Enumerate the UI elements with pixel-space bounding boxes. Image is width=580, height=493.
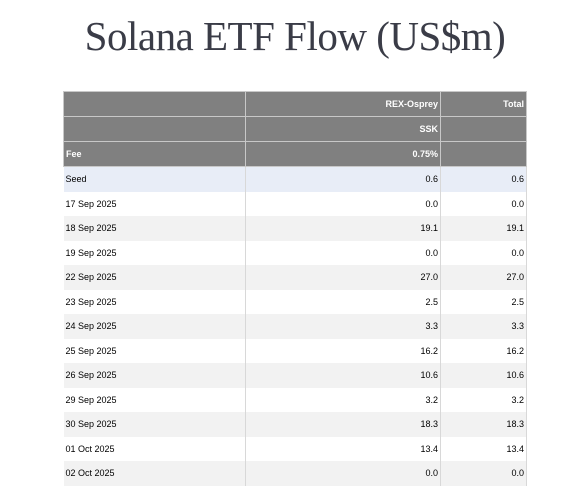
table-row: 23 Sep 2025 2.5 2.5	[63, 289, 527, 314]
issuer-header-cell: REX-Osprey	[245, 91, 441, 117]
total-flow-cell: 3.2	[440, 387, 527, 412]
table-body: Seed 0.6 0.6 17 Sep 2025 0.0 0.0 18 Sep …	[63, 166, 527, 486]
ssk-flow-cell: 0.0	[245, 191, 441, 216]
header-row-ticker: SSK	[63, 116, 527, 142]
table-row: Seed 0.6 0.6	[63, 166, 527, 192]
table-row: 01 Oct 2025 13.4 13.4	[63, 436, 527, 461]
ssk-flow-cell: 18.3	[245, 412, 441, 437]
date-cell: 19 Sep 2025	[63, 240, 246, 265]
ssk-flow-cell: 3.3	[245, 314, 441, 339]
total-flow-cell: 0.0	[440, 240, 527, 265]
ssk-flow-cell: 3.2	[245, 387, 441, 412]
total-flow-cell: 2.5	[440, 289, 527, 314]
date-cell: 25 Sep 2025	[63, 338, 246, 363]
ssk-flow-cell: 13.4	[245, 436, 441, 461]
ticker-total-cell	[440, 116, 527, 142]
ssk-flow-cell: 0.0	[245, 461, 441, 486]
total-flow-cell: 0.0	[440, 461, 527, 486]
table-row: 19 Sep 2025 0.0 0.0	[63, 240, 527, 265]
fee-header-cell: 0.75%	[245, 141, 441, 167]
ssk-flow-cell: 0.0	[245, 240, 441, 265]
ticker-header-cell: SSK	[245, 116, 441, 142]
fee-total-cell	[440, 141, 527, 167]
date-cell: 26 Sep 2025	[63, 363, 246, 388]
date-cell: 29 Sep 2025	[63, 387, 246, 412]
table-row: 29 Sep 2025 3.2 3.2	[63, 387, 527, 412]
issuer-row-label	[63, 91, 246, 117]
total-header-cell: Total	[440, 91, 527, 117]
ticker-row-label	[63, 116, 246, 142]
table-row: 18 Sep 2025 19.1 19.1	[63, 216, 527, 241]
ssk-flow-cell: 10.6	[245, 363, 441, 388]
ssk-flow-cell: 19.1	[245, 216, 441, 241]
date-cell: 17 Sep 2025	[63, 191, 246, 216]
date-cell: 24 Sep 2025	[63, 314, 246, 339]
total-flow-cell: 18.3	[440, 412, 527, 437]
date-cell: 30 Sep 2025	[63, 412, 246, 437]
total-flow-cell: 0.6	[440, 166, 527, 192]
table-row: 24 Sep 2025 3.3 3.3	[63, 314, 527, 339]
table-row: 02 Oct 2025 0.0 0.0	[63, 461, 527, 486]
table-row: 22 Sep 2025 27.0 27.0	[63, 265, 527, 290]
page-title: Solana ETF Flow (US$m)	[84, 13, 506, 59]
ssk-flow-cell: 16.2	[245, 338, 441, 363]
etf-flow-table: REX-Osprey Total SSK Fee 0.75% Seed 0.6 …	[63, 91, 527, 486]
ssk-flow-cell: 0.6	[245, 166, 441, 192]
total-flow-cell: 10.6	[440, 363, 527, 388]
date-cell: 22 Sep 2025	[63, 265, 246, 290]
ssk-flow-cell: 2.5	[245, 289, 441, 314]
table-header: REX-Osprey Total SSK Fee 0.75%	[63, 91, 527, 167]
total-flow-cell: 19.1	[440, 216, 527, 241]
table-row: 26 Sep 2025 10.6 10.6	[63, 363, 527, 388]
total-flow-cell: 27.0	[440, 265, 527, 290]
total-flow-cell: 13.4	[440, 436, 527, 461]
date-cell: 02 Oct 2025	[63, 461, 246, 486]
table-row: 30 Sep 2025 18.3 18.3	[63, 412, 527, 437]
date-cell: 01 Oct 2025	[63, 436, 246, 461]
table-row: 17 Sep 2025 0.0 0.0	[63, 191, 527, 216]
date-cell: 23 Sep 2025	[63, 289, 246, 314]
date-cell: Seed	[63, 166, 246, 192]
ssk-flow-cell: 27.0	[245, 265, 441, 290]
table-row: 25 Sep 2025 16.2 16.2	[63, 338, 527, 363]
total-flow-cell: 3.3	[440, 314, 527, 339]
total-flow-cell: 16.2	[440, 338, 527, 363]
total-flow-cell: 0.0	[440, 191, 527, 216]
header-row-fee: Fee 0.75%	[63, 141, 527, 167]
date-cell: 18 Sep 2025	[63, 216, 246, 241]
fee-row-label: Fee	[63, 141, 246, 167]
header-row-issuer: REX-Osprey Total	[63, 91, 527, 117]
